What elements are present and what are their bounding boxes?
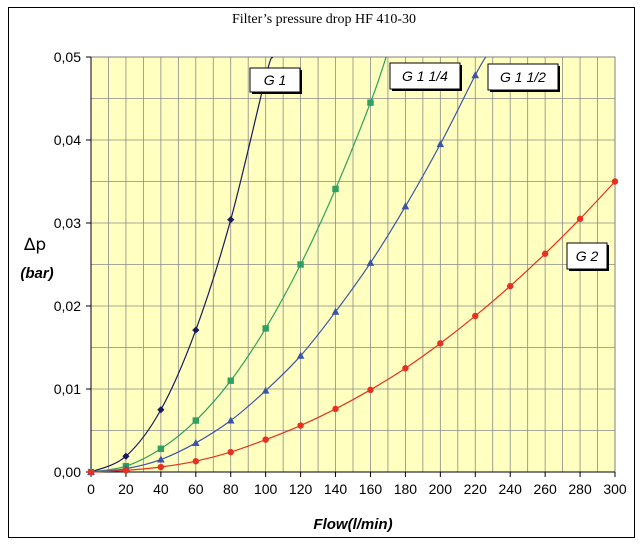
data-point (507, 282, 514, 290)
data-point (122, 452, 130, 460)
series-label: G 2 (566, 242, 609, 271)
series-label-box (249, 67, 301, 93)
data-point (436, 140, 445, 148)
data-point (227, 448, 234, 456)
series-label: G 1 (249, 67, 302, 94)
series-label-text: G 2 (576, 248, 599, 264)
x-tick-label: 220 (464, 481, 488, 497)
y-axis-label-symbol: ∆p (23, 235, 46, 255)
series-label-text: G 1 (264, 72, 287, 88)
data-point (122, 467, 130, 474)
series-label-box (389, 62, 461, 90)
y-axis-unit: (bar) (20, 265, 53, 282)
y-tick-label: 0,04 (54, 132, 81, 148)
x-tick-label: 40 (153, 481, 169, 497)
x-tick-label: 20 (118, 481, 134, 497)
data-point (332, 185, 339, 193)
series-label: G 1 1/2 (487, 63, 560, 92)
chart-title: Filter’s pressure drop HF 410-30 (232, 12, 416, 27)
x-tick-label: 160 (359, 481, 383, 497)
y-tick-label: 0,01 (54, 381, 81, 397)
data-point (366, 258, 375, 266)
data-point (296, 351, 305, 359)
data-point (262, 325, 269, 332)
data-point (157, 445, 165, 452)
data-point (331, 307, 340, 315)
data-point (297, 422, 304, 429)
series-label-box (566, 242, 608, 270)
x-tick-label: 140 (324, 481, 348, 497)
x-tick-label: 200 (429, 481, 453, 497)
data-point (87, 468, 95, 476)
x-tick-label: 300 (603, 481, 627, 497)
x-tick-label: 100 (254, 481, 278, 497)
data-point (262, 436, 269, 443)
x-axis-label: Flow(l/min) (313, 516, 392, 533)
data-point (226, 416, 235, 424)
data-point (401, 202, 410, 210)
data-point (471, 71, 480, 79)
data-point (611, 178, 619, 185)
y-tick-label: 0,03 (54, 215, 81, 231)
data-point (227, 377, 234, 384)
data-point (157, 406, 165, 414)
data-point (541, 250, 549, 257)
series-label-text: G 1 1/4 (402, 68, 448, 84)
y-tick-label: 0,00 (54, 464, 81, 480)
data-point (192, 326, 200, 334)
series-g-2 (87, 178, 619, 476)
data-point (367, 99, 374, 106)
series-label: G 1 1/4 (389, 62, 462, 91)
data-point (192, 438, 200, 446)
data-point (402, 365, 409, 372)
data-point (297, 261, 304, 268)
data-point (157, 463, 165, 471)
data-point (192, 417, 199, 424)
series-line (90, 181, 616, 473)
x-tick-label: 280 (568, 481, 592, 497)
series-labels: G 1 G 1 1/4 G 1 1/2 G 2 (249, 62, 609, 271)
x-tick-label: 260 (533, 481, 557, 497)
x-tick-label: 120 (289, 481, 313, 497)
axes: 0 20 40 60 80 100 120 140 160 180 200 220 240 260 280 3… (54, 49, 627, 497)
series-g-1-1-2 (87, 56, 487, 475)
series-label-box (487, 63, 559, 91)
data-point (227, 216, 235, 224)
x-tick-label: 80 (223, 481, 239, 497)
data-point (332, 405, 339, 413)
data-point (157, 455, 165, 463)
y-tick-label: 0,02 (54, 298, 81, 314)
data-point (437, 340, 444, 347)
data-point (576, 215, 584, 223)
y-tick-label: 0,05 (54, 49, 81, 65)
data-point (472, 312, 479, 320)
series-label-text: G 1 1/2 (500, 69, 546, 85)
series-layer (87, 56, 619, 476)
data-point (192, 458, 199, 465)
x-tick-label: 60 (188, 481, 204, 497)
data-point (367, 386, 374, 394)
x-tick-label: 0 (87, 481, 95, 497)
x-tick-label: 240 (499, 481, 523, 497)
series-line (90, 56, 387, 473)
data-point (261, 386, 270, 394)
x-tick-label: 180 (394, 481, 418, 497)
y-axis-label: ∆p (23, 235, 46, 255)
